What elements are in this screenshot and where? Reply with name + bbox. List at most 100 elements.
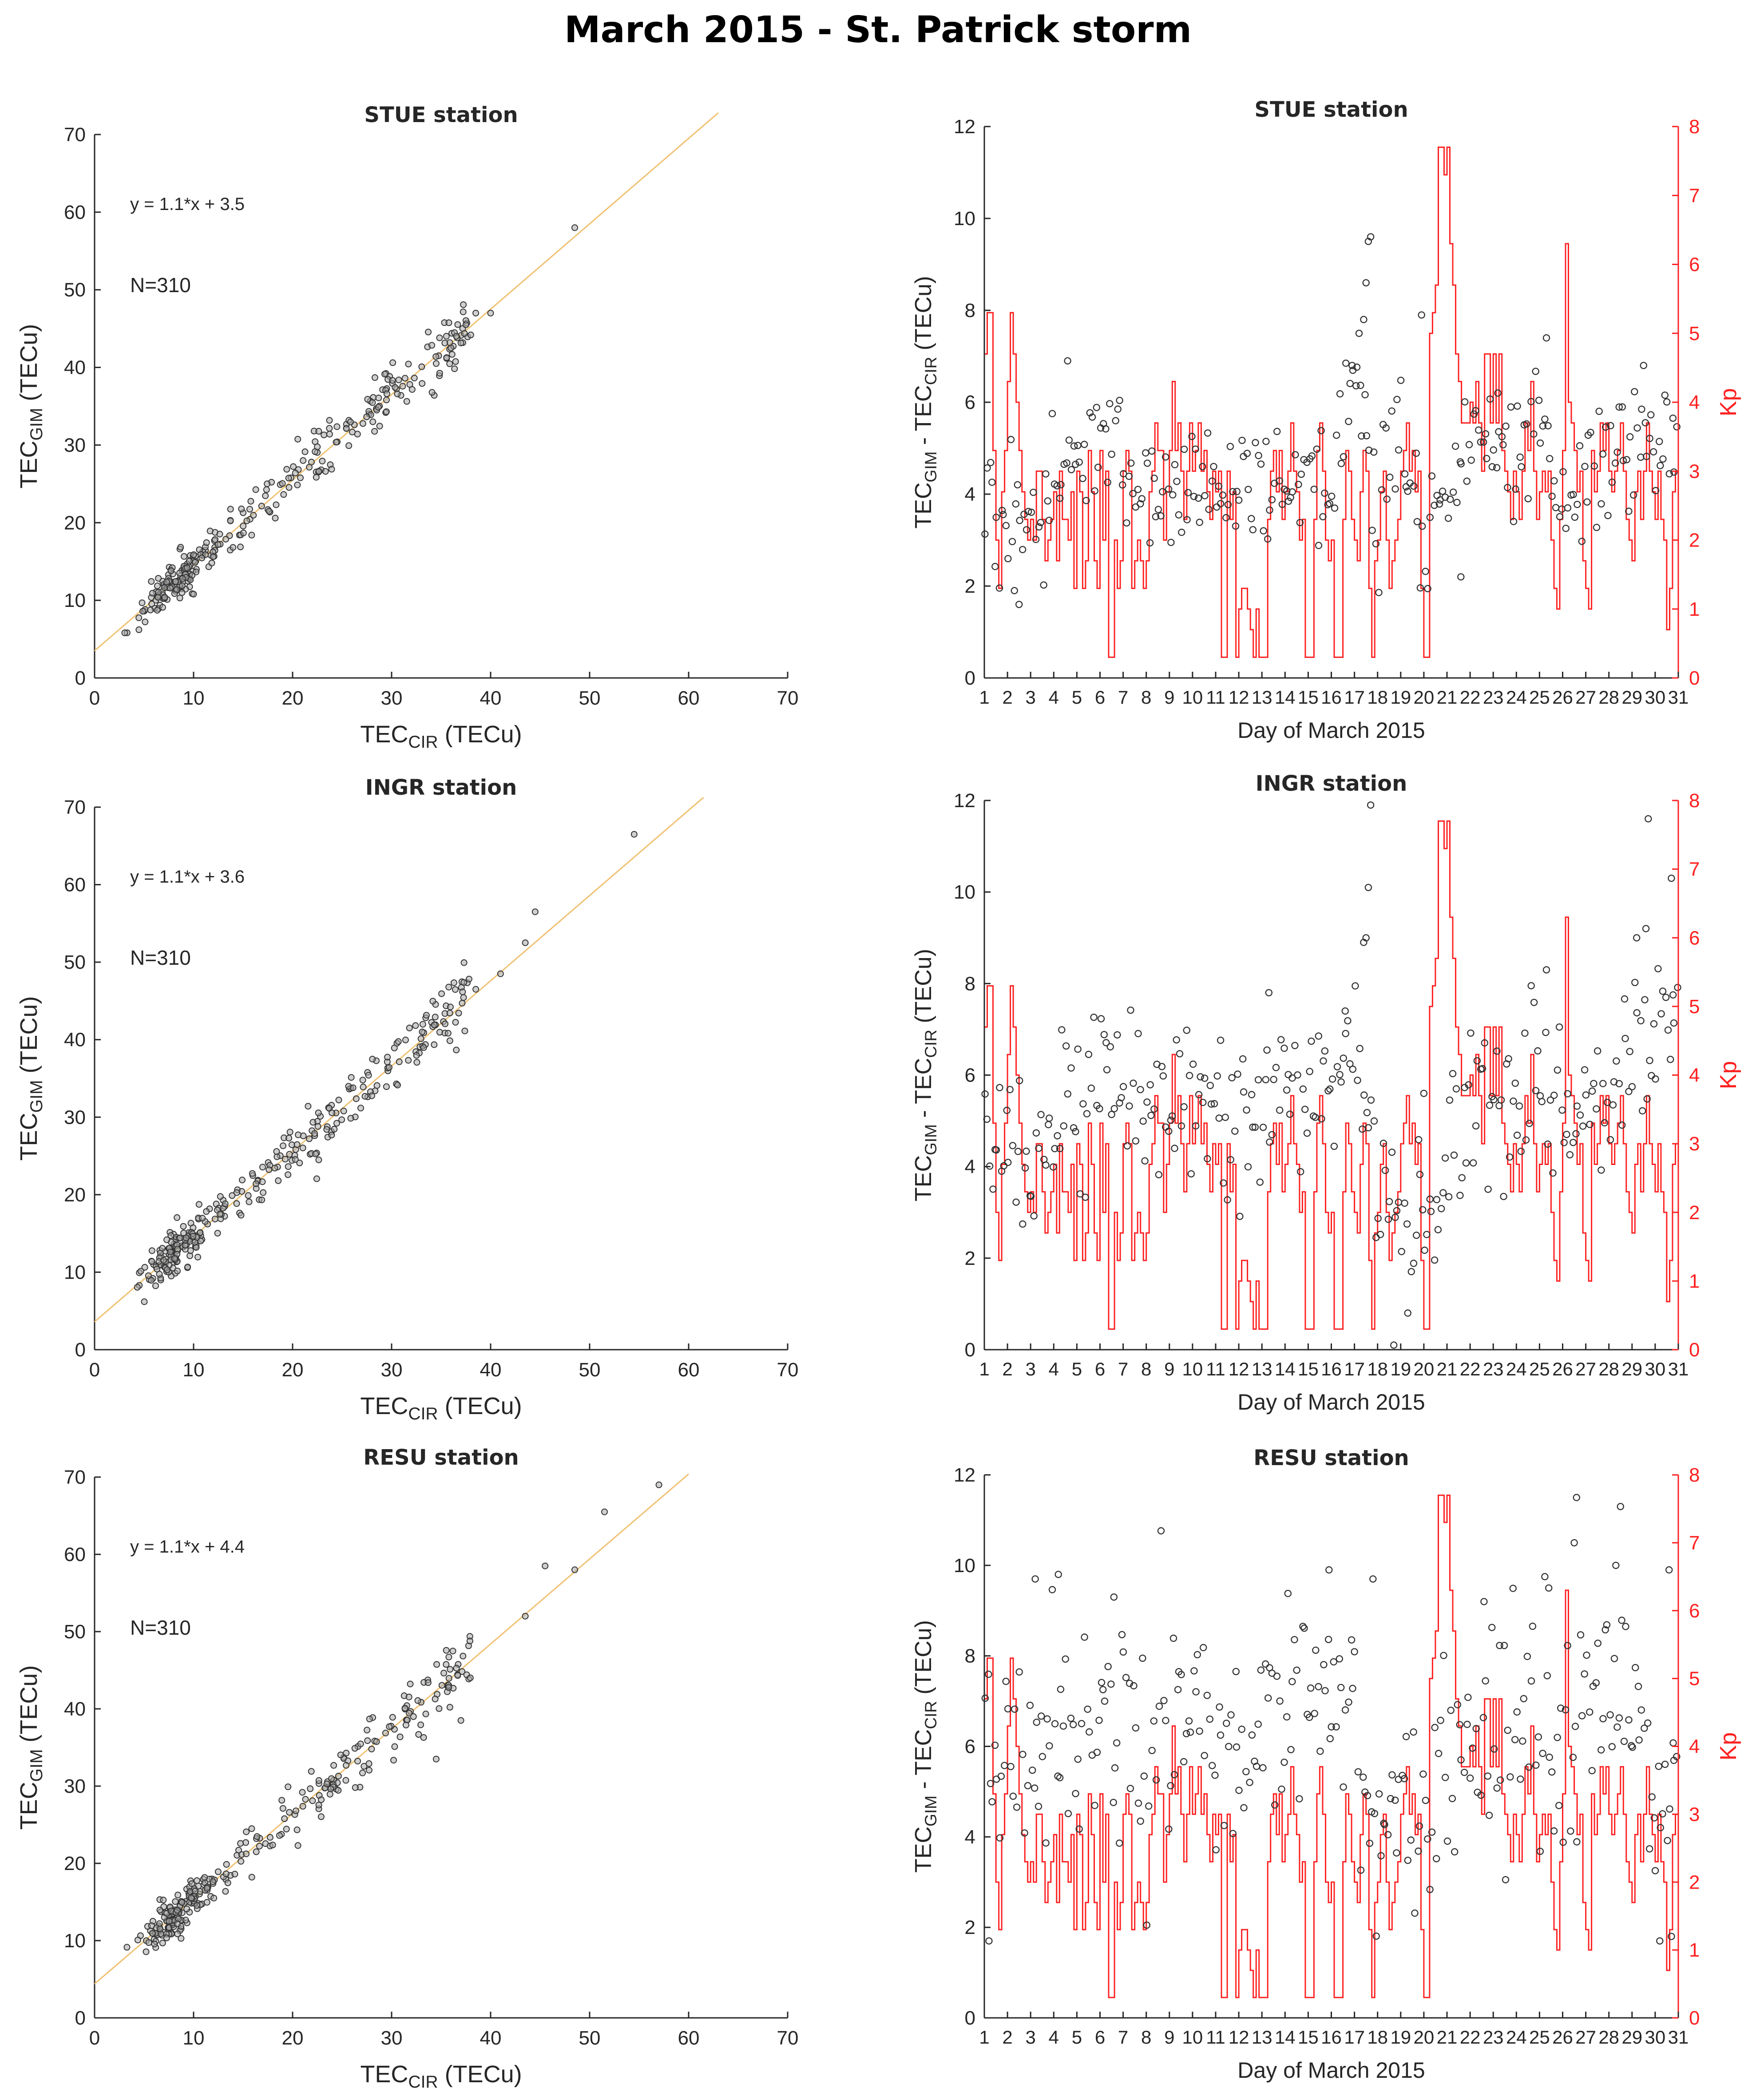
panel-title: STUE station [1254,97,1408,122]
diff-point [1097,1015,1105,1022]
diff-point [1593,1105,1600,1113]
scatter-point [428,342,436,349]
diff-point [1283,1086,1291,1094]
diff-point [1232,522,1240,530]
diff-point [1650,1814,1658,1822]
diff-point [1555,1023,1563,1031]
diff-point [1458,1174,1466,1181]
diff-point [1488,1624,1496,1631]
diff-point [1530,430,1538,438]
scatter-point [174,1891,182,1898]
diff-point [1167,539,1175,546]
diff-point [1645,815,1652,823]
y2-axis-label: Kp [1716,1061,1741,1090]
scatter-point [326,1791,333,1798]
diff-point [1581,463,1589,470]
diff-point [1571,1723,1579,1730]
scatter-point [394,390,401,397]
x-tick-label: 1 [979,687,989,708]
x-tick-label: 19 [1390,687,1411,708]
y-tick-label: 4 [965,1826,975,1848]
diff-point [1201,1751,1208,1759]
diff-point [1564,1090,1571,1098]
diff-point [1248,515,1255,523]
diff-point [1093,404,1101,411]
diff-point [1074,442,1082,449]
diff-point [1500,1642,1508,1649]
diff-point [1004,1158,1012,1166]
x-tick-label: 26 [1552,1359,1573,1379]
scatter-point [266,507,273,515]
diff-point [1440,1652,1447,1660]
figure-title: March 2015 - St. Patrick storm [564,9,1192,51]
diff-point [1238,1725,1246,1733]
scatter-point [394,1082,401,1089]
diff-point [1625,1716,1633,1724]
diff-point [1506,1773,1514,1781]
scatter-point [337,1751,344,1759]
scatter-point [280,1142,286,1149]
scatter-point [293,1141,301,1148]
diff-point [1054,1570,1062,1578]
scatter-point [248,1874,255,1881]
diff-point [1328,1075,1336,1083]
scatter-point [460,994,467,1001]
y-tick-label: 40 [64,1029,86,1051]
diff-point [1549,1169,1557,1177]
diff-point [1433,1196,1441,1204]
scatter-point [206,527,214,535]
diff-point [1560,1139,1568,1146]
diff-point [1633,934,1641,942]
diff-point [1555,1802,1563,1809]
diff-point [1645,1845,1653,1853]
diff-point [1569,1139,1577,1146]
diff-point [1368,527,1376,534]
scatter-point [253,1848,260,1855]
diff-point [1513,1708,1521,1716]
scatter-point [333,1120,340,1127]
scatter-point [453,333,460,340]
diff-point [1593,1047,1601,1055]
diff-point [1638,1107,1646,1115]
diff-point [1668,1933,1675,1940]
diff-point [1416,1171,1424,1178]
diff-point [1155,1171,1163,1179]
scatter-point [283,1826,290,1833]
diff-point [1272,1064,1280,1071]
scatter-point [190,590,197,598]
scatter-point [432,1696,439,1703]
scatter-point [326,431,333,438]
diff-point [1271,1801,1279,1809]
y-tick-label: 70 [64,124,86,146]
diff-point [1432,1855,1440,1862]
diff-point [1498,433,1506,440]
diff-point [1315,1032,1323,1040]
diff-point [1579,1122,1587,1130]
scatter-point [349,428,356,436]
kp-step-line [984,147,1678,658]
diff-point [1534,1047,1542,1055]
diff-point [1635,1736,1643,1744]
scatter-point [392,384,399,391]
scatter-point [217,1193,224,1200]
x-tick-label: 10 [1182,1359,1203,1379]
scatter-point [245,1192,252,1199]
x-tick-label: 5 [1072,687,1082,708]
x-tick-label: 15 [1298,687,1319,708]
diff-point [1213,1072,1221,1080]
diff-point [1173,478,1181,485]
scatter-point [315,428,322,435]
diff-point [1456,1721,1464,1728]
diff-point [1308,1037,1315,1045]
diff-point [1328,1723,1335,1731]
diff-point [998,507,1006,514]
diff-point [1088,413,1096,421]
x-tick-label: 24 [1506,687,1527,708]
x-tick-label: 13 [1252,1359,1272,1379]
scatter-point [308,1768,315,1775]
diff-point [1125,472,1133,480]
scatter-point [466,1637,473,1644]
diff-point [1590,1080,1597,1087]
diff-point [1391,1796,1399,1804]
diff-point [981,1090,989,1098]
